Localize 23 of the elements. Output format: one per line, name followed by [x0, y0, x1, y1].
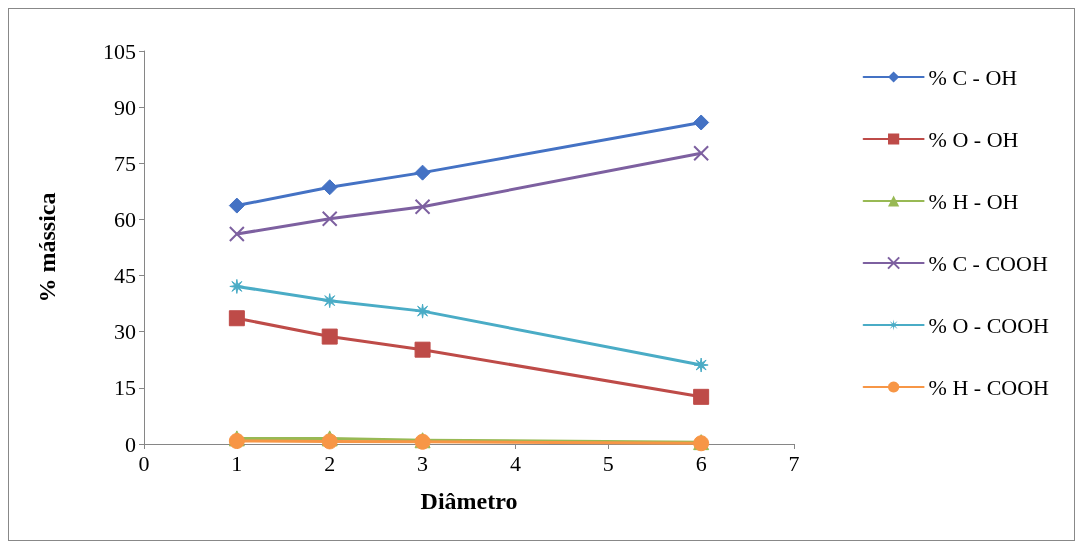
legend-label: % O - COOH — [928, 312, 1050, 338]
legend-label: % C - COOH — [928, 250, 1048, 276]
y-tick-label: 105 — [103, 38, 136, 64]
y-tick-label: 60 — [114, 206, 136, 232]
legend-label: % C - OH — [928, 64, 1018, 90]
x-axis-title: Diâmetro — [420, 488, 518, 514]
x-tick-label: 3 — [417, 450, 429, 476]
x-tick-label: 2 — [324, 450, 336, 476]
x-tick-label: 7 — [788, 450, 800, 476]
y-tick-label: 45 — [114, 263, 136, 289]
x-tick-label: 5 — [602, 450, 614, 476]
y-tick-label: 75 — [114, 150, 136, 176]
legend-label: % H - COOH — [928, 374, 1050, 400]
y-axis-title: % mássica — [34, 192, 60, 303]
x-tick-label: 4 — [509, 450, 521, 476]
legend-label: % O - OH — [928, 126, 1019, 152]
legend-label: % H - OH — [928, 188, 1019, 214]
x-tick-label: 6 — [695, 450, 707, 476]
y-tick-label: 15 — [114, 375, 136, 401]
y-tick-label: 30 — [114, 319, 136, 345]
y-tick-label: 0 — [125, 431, 136, 457]
y-tick-label: 90 — [114, 94, 136, 120]
x-tick-label: 1 — [231, 450, 243, 476]
